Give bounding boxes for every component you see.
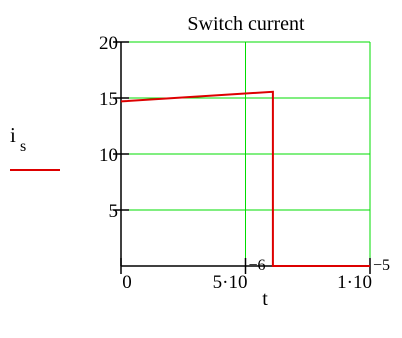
x-tick-label-exponent: −5 [373,257,390,274]
y-axis-legend: i s [10,123,60,171]
chart-title: Switch current [187,13,305,35]
y-tick-label: 15 [99,89,118,110]
y-axis-label: i [10,123,16,147]
y-tick-label: 20 [99,33,118,54]
x-tick-label: 0 [122,272,132,293]
x-tick-label-exponent: −6 [249,257,266,274]
x-tick-label: 5·10 [213,272,248,293]
gridlines [121,41,371,266]
svg-text:i: i [10,123,16,147]
series-group [120,90,370,267]
series-line [120,90,370,267]
y-tick-label: 5 [109,201,119,222]
svg-text:s: s [20,138,26,155]
y-tick-label: 10 [99,145,118,166]
x-tick-label: 1·10 [337,272,372,293]
ticks: 5 10 15 20 0 5·10−6 1·10−5 [99,33,390,293]
x-axis-label: t [262,288,268,310]
y-axis-label-subscript: s [20,138,26,155]
